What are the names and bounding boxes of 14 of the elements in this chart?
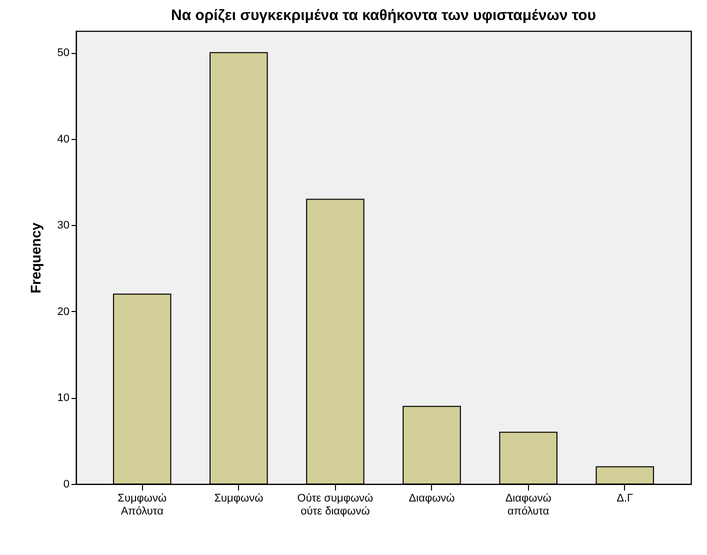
x-tick-label: Ούτε συμφωνώ ούτε διαφωνώ	[297, 492, 374, 518]
x-tick-label: Διαφωνώ	[408, 492, 456, 504]
y-axis-title: Frequency	[27, 222, 44, 294]
y-tick-label: 30	[57, 220, 70, 232]
y-tick-label: 10	[57, 392, 70, 404]
y-tick-label: 50	[57, 47, 70, 60]
x-tick-label: Διαφωνώ απόλυτα	[505, 492, 552, 518]
y-tick-label: 40	[57, 133, 70, 146]
y-tick-label: 20	[57, 306, 70, 318]
x-tick-label: Συμφωνώ	[214, 492, 264, 504]
y-tick-label: 0	[63, 478, 70, 490]
x-tick-label: Συμφωνώ Απόλυτα	[118, 492, 168, 518]
x-tick-label: Δ.Γ	[616, 492, 634, 504]
chart-title: Να ορίζει συγκεκριμένα τα καθήκοντα των υφισταμένων του	[170, 7, 596, 24]
